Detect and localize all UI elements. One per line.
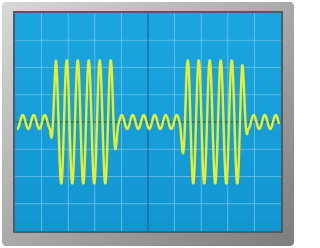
oscilloscope — [0, 0, 296, 248]
page: (() => { const svg = document.querySelec… — [0, 0, 296, 248]
